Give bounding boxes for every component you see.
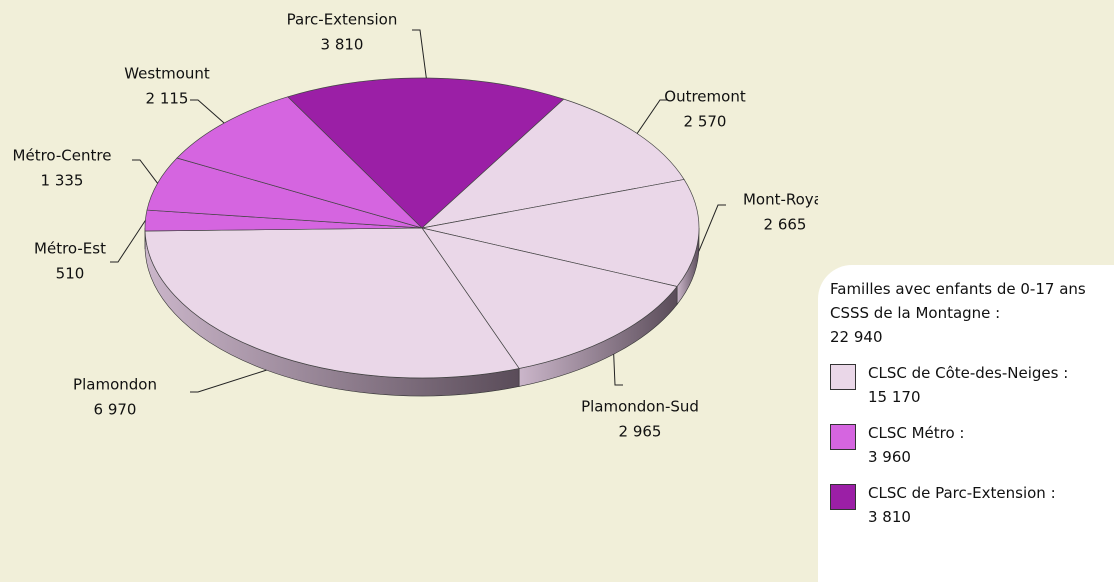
legend-name: CLSC de Parc-Extension : [868, 484, 1056, 502]
data-category: Plamondon [73, 376, 157, 394]
legend-swatch [830, 364, 856, 390]
leader-line [636, 99, 668, 134]
data-label: 6 970 [94, 401, 137, 419]
legend-name: CLSC Métro : [868, 424, 965, 442]
slice [421, 179, 700, 287]
leader-line [190, 99, 225, 124]
slice [176, 96, 423, 229]
slice [420, 98, 685, 229]
leader-line [613, 354, 623, 386]
leader-line [698, 204, 726, 252]
legend-name: CLSC de Côte-des-Neiges : [868, 364, 1069, 382]
leader-line [412, 29, 427, 79]
slice [421, 227, 678, 369]
data-category: Parc-Extension [287, 11, 398, 29]
legend-item: CLSC de Parc-Extension : 3 810 [830, 481, 1104, 529]
data-category: Plamondon-Sud [581, 398, 699, 416]
data-label: 2 665 [764, 216, 807, 234]
leader-line [110, 220, 146, 263]
slice [287, 77, 565, 229]
data-category: Métro-Centre [13, 147, 112, 165]
slice [144, 227, 520, 379]
data-label: 1 335 [41, 172, 84, 190]
leader-line [132, 159, 158, 184]
legend-value: 3 960 [868, 448, 911, 466]
data-category: Métro-Est [34, 240, 106, 258]
data-label: 2 965 [619, 423, 662, 441]
data-label: 2 115 [146, 90, 189, 108]
data-label: 3 810 [321, 36, 364, 54]
legend-text: CLSC de Parc-Extension : 3 810 [868, 481, 1056, 529]
data-category: Mont-Royal [743, 191, 818, 209]
legend-value: 3 810 [868, 508, 911, 526]
legend: Familles avec enfants de 0-17 ans CSSS d… [818, 265, 1114, 582]
legend-swatch [830, 424, 856, 450]
legend-title: Familles avec enfants de 0-17 ans CSSS d… [830, 277, 1104, 349]
legend-item: CLSC Métro : 3 960 [830, 421, 1104, 469]
legend-title-text: Familles avec enfants de 0-17 ans CSSS d… [830, 280, 1086, 322]
legend-value: 15 170 [868, 388, 921, 406]
data-category: Westmount [124, 65, 210, 83]
legend-total: 22 940 [830, 328, 883, 346]
legend-item: CLSC de Côte-des-Neiges : 15 170 [830, 361, 1104, 409]
legend-text: CLSC de Côte-des-Neiges : 15 170 [868, 361, 1068, 409]
data-category: Outremont [664, 88, 746, 106]
data-label: 510 [56, 265, 85, 283]
data-label: 2 570 [684, 113, 727, 131]
chart: Parc-Extension 3 810 Outremont 2 570 Mont-Ro… [13, 11, 818, 441]
legend-text: CLSC Métro : 3 960 [868, 421, 964, 469]
legend-items: CLSC de Côte-des-Neiges : 15 170 CLSC Métr… [830, 361, 1104, 529]
legend-swatch [830, 484, 856, 510]
leader-line [190, 369, 267, 393]
